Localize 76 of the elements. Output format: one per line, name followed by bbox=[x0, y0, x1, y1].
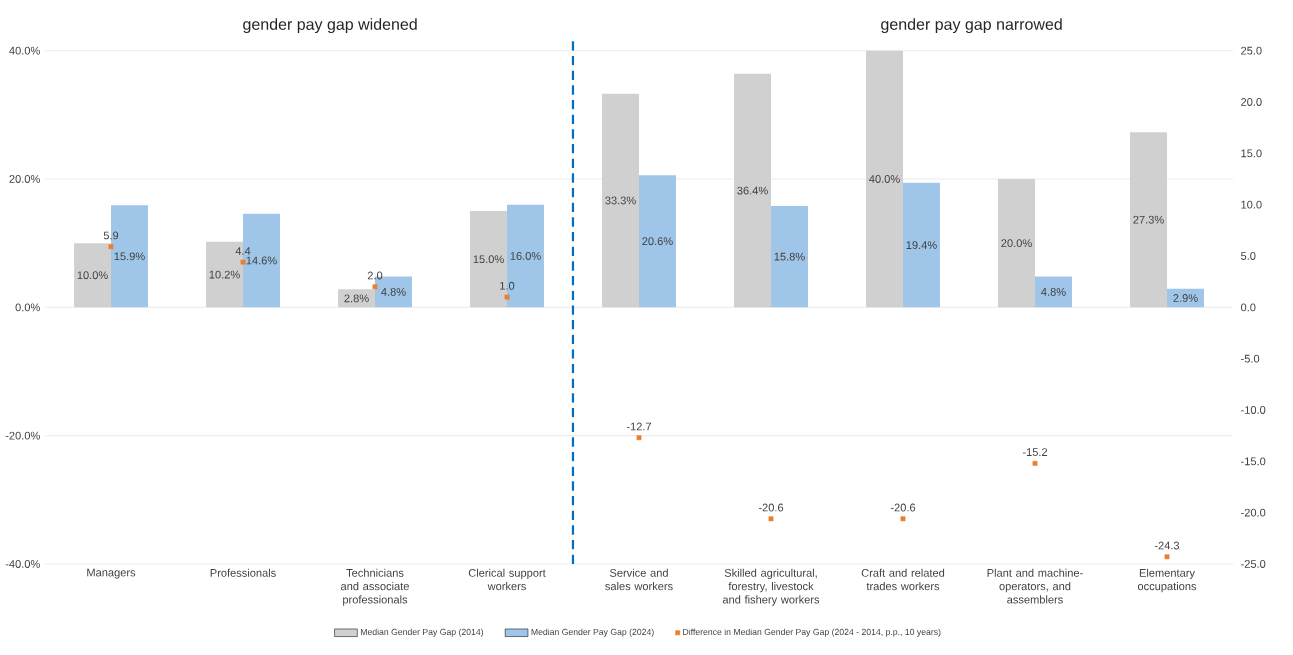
y2-tick-label: 25.0 bbox=[1241, 46, 1262, 55]
data-label: 15.9% bbox=[114, 252, 145, 261]
bar bbox=[771, 205, 808, 308]
bar bbox=[74, 243, 111, 308]
point bbox=[372, 284, 378, 290]
bar bbox=[998, 178, 1035, 308]
bar bbox=[1034, 276, 1072, 308]
data-label: -20.6 bbox=[758, 503, 784, 512]
x-tick-label: Managers bbox=[87, 568, 136, 579]
data-label: 10.2% bbox=[209, 270, 240, 279]
text: gender pay gap narrowed bbox=[881, 18, 1062, 34]
data-label: 20.6% bbox=[642, 237, 673, 246]
y2-tick-label: 10.0 bbox=[1241, 200, 1262, 209]
data-label: 27.3% bbox=[1133, 215, 1164, 224]
data-label: 36.4% bbox=[737, 186, 768, 195]
point bbox=[504, 294, 510, 300]
data-label: -15.2 bbox=[1022, 448, 1048, 456]
data-label: 20.0% bbox=[1001, 239, 1032, 248]
data-label: -20.6 bbox=[890, 503, 916, 512]
y2-tick-label: -20.0 bbox=[1241, 508, 1266, 517]
data-label: 5.9 bbox=[103, 231, 119, 240]
y-tick-label: -40.0% bbox=[5, 560, 40, 568]
point bbox=[768, 516, 774, 522]
y2-tick-label: -25.0 bbox=[1241, 560, 1266, 568]
y2-tick-label: 0.0 bbox=[1240, 303, 1256, 312]
data-label: -24.3 bbox=[1154, 541, 1180, 550]
y-tick-label: 40.0% bbox=[9, 46, 40, 55]
x-tick-label: Craft and related trades workers bbox=[861, 568, 945, 591]
data-label: 15.0% bbox=[473, 255, 504, 264]
data-label: 4.8% bbox=[381, 288, 406, 296]
x-tick-label: Clerical support workers bbox=[468, 568, 546, 591]
data-label: 2.9% bbox=[1173, 294, 1198, 302]
data-label: 40.0% bbox=[869, 175, 900, 183]
legend-label: Difference in Median Gender Pay Gap (2024 - 2014, p.p., 10 years) bbox=[683, 628, 941, 637]
data-label: 2.0 bbox=[367, 271, 383, 280]
data-label: 15.8% bbox=[774, 252, 805, 261]
x-tick-label: Elementary occupations bbox=[1137, 568, 1197, 593]
point bbox=[1032, 460, 1038, 466]
x-tick-label: Skilled agricultural, forestry, livestock and fishery workers bbox=[722, 568, 820, 606]
y-tick-label: 20.0% bbox=[9, 175, 40, 183]
bar bbox=[639, 175, 676, 308]
x-tick-label: Professionals bbox=[210, 568, 276, 577]
point bbox=[108, 244, 114, 250]
point bbox=[900, 516, 906, 522]
data-label: 4.8% bbox=[1041, 288, 1066, 296]
x-tick-label: Service and sales workers bbox=[605, 568, 673, 591]
x-tick-label: Technicians and associate professionals bbox=[341, 568, 409, 606]
y-tick-label: 0.0% bbox=[15, 303, 40, 312]
y-tick-label: -20.0% bbox=[5, 431, 40, 440]
bar bbox=[1130, 132, 1167, 308]
data-label: 14.6% bbox=[246, 256, 277, 265]
y2-tick-label: -10.0 bbox=[1241, 406, 1266, 414]
y2-tick-label: 20.0 bbox=[1241, 98, 1262, 106]
bar bbox=[602, 93, 639, 308]
point bbox=[636, 435, 642, 441]
data-label: -12.7 bbox=[626, 422, 652, 431]
x-tick-label: Plant and machine-operators, and assemblers bbox=[987, 568, 1083, 604]
data-label: 4.4 bbox=[235, 247, 251, 255]
bar bbox=[734, 73, 771, 308]
legend-label: Median Gender Pay Gap (2024) bbox=[531, 628, 654, 637]
bar bbox=[903, 182, 940, 308]
y2-tick-label: 5.0 bbox=[1240, 252, 1256, 260]
data-label: 2.8% bbox=[344, 294, 369, 303]
y2-tick-label: 15.0 bbox=[1241, 149, 1262, 158]
point bbox=[1164, 554, 1170, 560]
legend-label: Median Gender Pay Gap (2014) bbox=[360, 628, 484, 637]
point bbox=[240, 259, 246, 265]
text: gender pay gap widened bbox=[243, 18, 417, 34]
data-label: 1.0 bbox=[500, 281, 515, 290]
data-label: 33.3% bbox=[605, 196, 636, 205]
data-label: 19.4% bbox=[906, 241, 937, 249]
data-label: 10.0% bbox=[77, 271, 108, 280]
bar bbox=[338, 289, 375, 308]
data-label: 16.0% bbox=[510, 252, 541, 260]
y2-tick-label: -5.0 bbox=[1241, 354, 1260, 363]
y2-tick-label: -15.0 bbox=[1241, 457, 1266, 466]
